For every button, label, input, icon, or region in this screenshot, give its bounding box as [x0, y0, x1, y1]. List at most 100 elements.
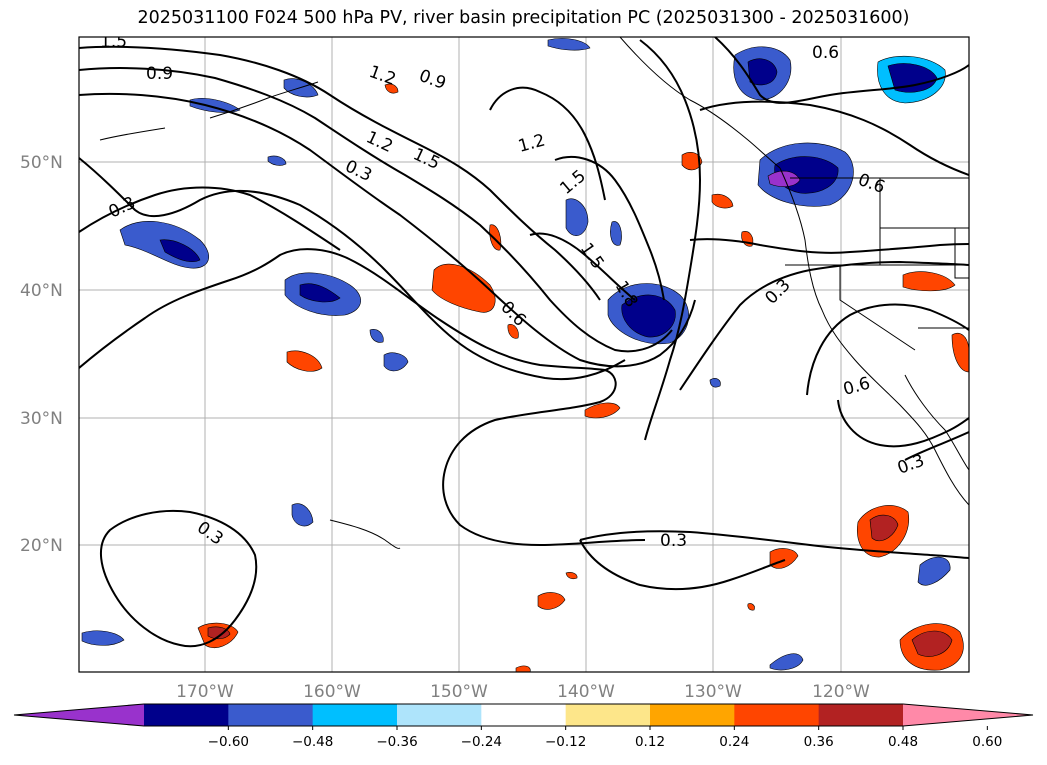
colorbar-extend-min [14, 704, 144, 726]
colorbar-segment [734, 704, 820, 726]
pv-contour-5 [79, 186, 341, 251]
precip-blob-p12-core [207, 626, 231, 640]
colorbar-tick-label: 0.48 [888, 734, 918, 750]
precip-blob-p15 [565, 572, 578, 580]
precip-blob-n11 [81, 630, 125, 646]
pv-contour-17 [904, 431, 969, 461]
colorbar-tick-label: −0.24 [461, 734, 502, 750]
precip-blob-n6-core [887, 63, 938, 93]
pv-contour-2 [79, 67, 673, 353]
precip-blob-p8 [902, 271, 956, 292]
map-title: 2025031100 F024 500 hPa PV, river basin … [137, 8, 910, 28]
pv-contour-label: 0.3 [660, 531, 687, 551]
colorbar-segment [818, 704, 904, 726]
precip-blob-p17 [384, 83, 399, 94]
pv-contour-8 [529, 232, 636, 301]
lon-label: 140°W [557, 682, 615, 702]
colorbar-tick-label: 0.36 [804, 734, 834, 750]
precip-blob-p3 [584, 402, 621, 419]
precip-blob-p16 [507, 324, 519, 339]
precip-blob-n2-core [299, 283, 341, 303]
lon-label: 150°W [430, 682, 488, 702]
colorbar-tick-label: −0.60 [208, 734, 249, 750]
colorbar-outline [13, 703, 1034, 727]
lat-label: 40°N [20, 281, 63, 301]
pv-contours [79, 37, 969, 648]
precip-blob-n14 [769, 653, 804, 671]
precip-blob-n8 [189, 98, 241, 113]
precip-blob-p2 [286, 350, 323, 372]
lat-label: 20°N [20, 536, 63, 556]
precip-blob-p4 [681, 152, 703, 171]
precip-blob-p10-core [869, 514, 899, 542]
pv-contour-18 [99, 509, 258, 648]
precip-blob-n18 [267, 155, 287, 166]
colorbar: −0.60 −0.48 −0.36 −0.24 −0.12 0.12 0.24 0.36 0.4… [13, 703, 1034, 750]
precip-blob-n13 [917, 556, 951, 586]
pv-contour-11 [714, 37, 969, 104]
colorbar-segment [565, 704, 651, 726]
coastlines [99, 37, 969, 549]
colorbar-tick-label: 0.24 [719, 734, 749, 750]
precip-blob-n19 [709, 378, 721, 388]
precip-blob-n7 [565, 198, 589, 236]
colorbar-tick-label: −0.48 [292, 734, 333, 750]
colorbar-extend-max [903, 704, 1033, 726]
colorbar-segment [144, 704, 229, 726]
colorbar-segment [481, 704, 567, 726]
precip-blob-n3-core [621, 294, 676, 338]
colorbar-tick-label: −0.36 [376, 734, 417, 750]
colorbar-tick-label: −0.12 [545, 734, 586, 750]
pv-contour-12 [699, 100, 969, 176]
colorbar-segment [650, 704, 735, 726]
colorbar-segment [228, 704, 314, 726]
lat-label: 30°N [20, 409, 63, 429]
pv-contour-14 [679, 260, 969, 391]
pv-contour-4 [79, 157, 626, 381]
precip-blob-p1 [431, 263, 496, 313]
pv-contour-label: 0.9 [146, 64, 173, 84]
lon-label: 130°W [684, 682, 742, 702]
pv-contour-16 [837, 399, 969, 448]
map-frame-border [78, 36, 970, 673]
precip-blob-n5-core [747, 58, 778, 86]
colorbar-tick-label: 0.12 [635, 734, 665, 750]
latitude-axis-labels: 50°N 40°N 30°N 20°N [20, 153, 63, 556]
pv-contour-7 [554, 155, 665, 301]
precip-blob-p5 [489, 224, 502, 251]
lat-label: 50°N [20, 153, 63, 173]
pv-contour-13 [689, 238, 969, 254]
precip-blob-n4-purple [767, 170, 801, 187]
map-frame-bg [79, 37, 969, 672]
lon-label: 160°W [303, 682, 361, 702]
precip-blob-n1-core [159, 239, 201, 263]
lon-label: 120°W [812, 682, 870, 702]
colorbar-segment [312, 704, 398, 726]
precip-blob-p18 [515, 665, 531, 672]
pv-contour-label: 0.6 [812, 43, 839, 63]
colorbar-tick-label: 0.60 [972, 734, 1002, 750]
precip-blob-p9 [951, 332, 969, 373]
precip-blob-n10 [547, 38, 591, 51]
precip-blob-n17 [369, 329, 384, 343]
pv-contour-1 [79, 45, 601, 301]
precip-blob-p13 [537, 592, 566, 610]
pv-contour-label: 1.5 [100, 32, 127, 52]
precip-blob-p6 [711, 193, 734, 209]
pv-contour-6 [79, 248, 646, 547]
precip-blob-n16 [610, 221, 622, 246]
precip-blob-n15 [383, 352, 409, 372]
pv-contour-3 [79, 92, 696, 368]
precip-anomaly-fields [81, 38, 969, 672]
precip-blob-n12 [291, 503, 314, 527]
pv-contour-20 [579, 539, 786, 591]
precip-blob-p19 [747, 603, 755, 611]
longitude-axis-labels: 170°W 160°W 150°W 140°W 130°W 120°W [176, 682, 870, 702]
pv-contour-15 [806, 303, 969, 396]
colorbar-segment [397, 704, 482, 726]
pv-contour-9 [489, 86, 606, 201]
lon-label: 170°W [176, 682, 234, 702]
precip-blob-p11-core [911, 630, 953, 657]
pv-contour-19 [579, 530, 969, 559]
